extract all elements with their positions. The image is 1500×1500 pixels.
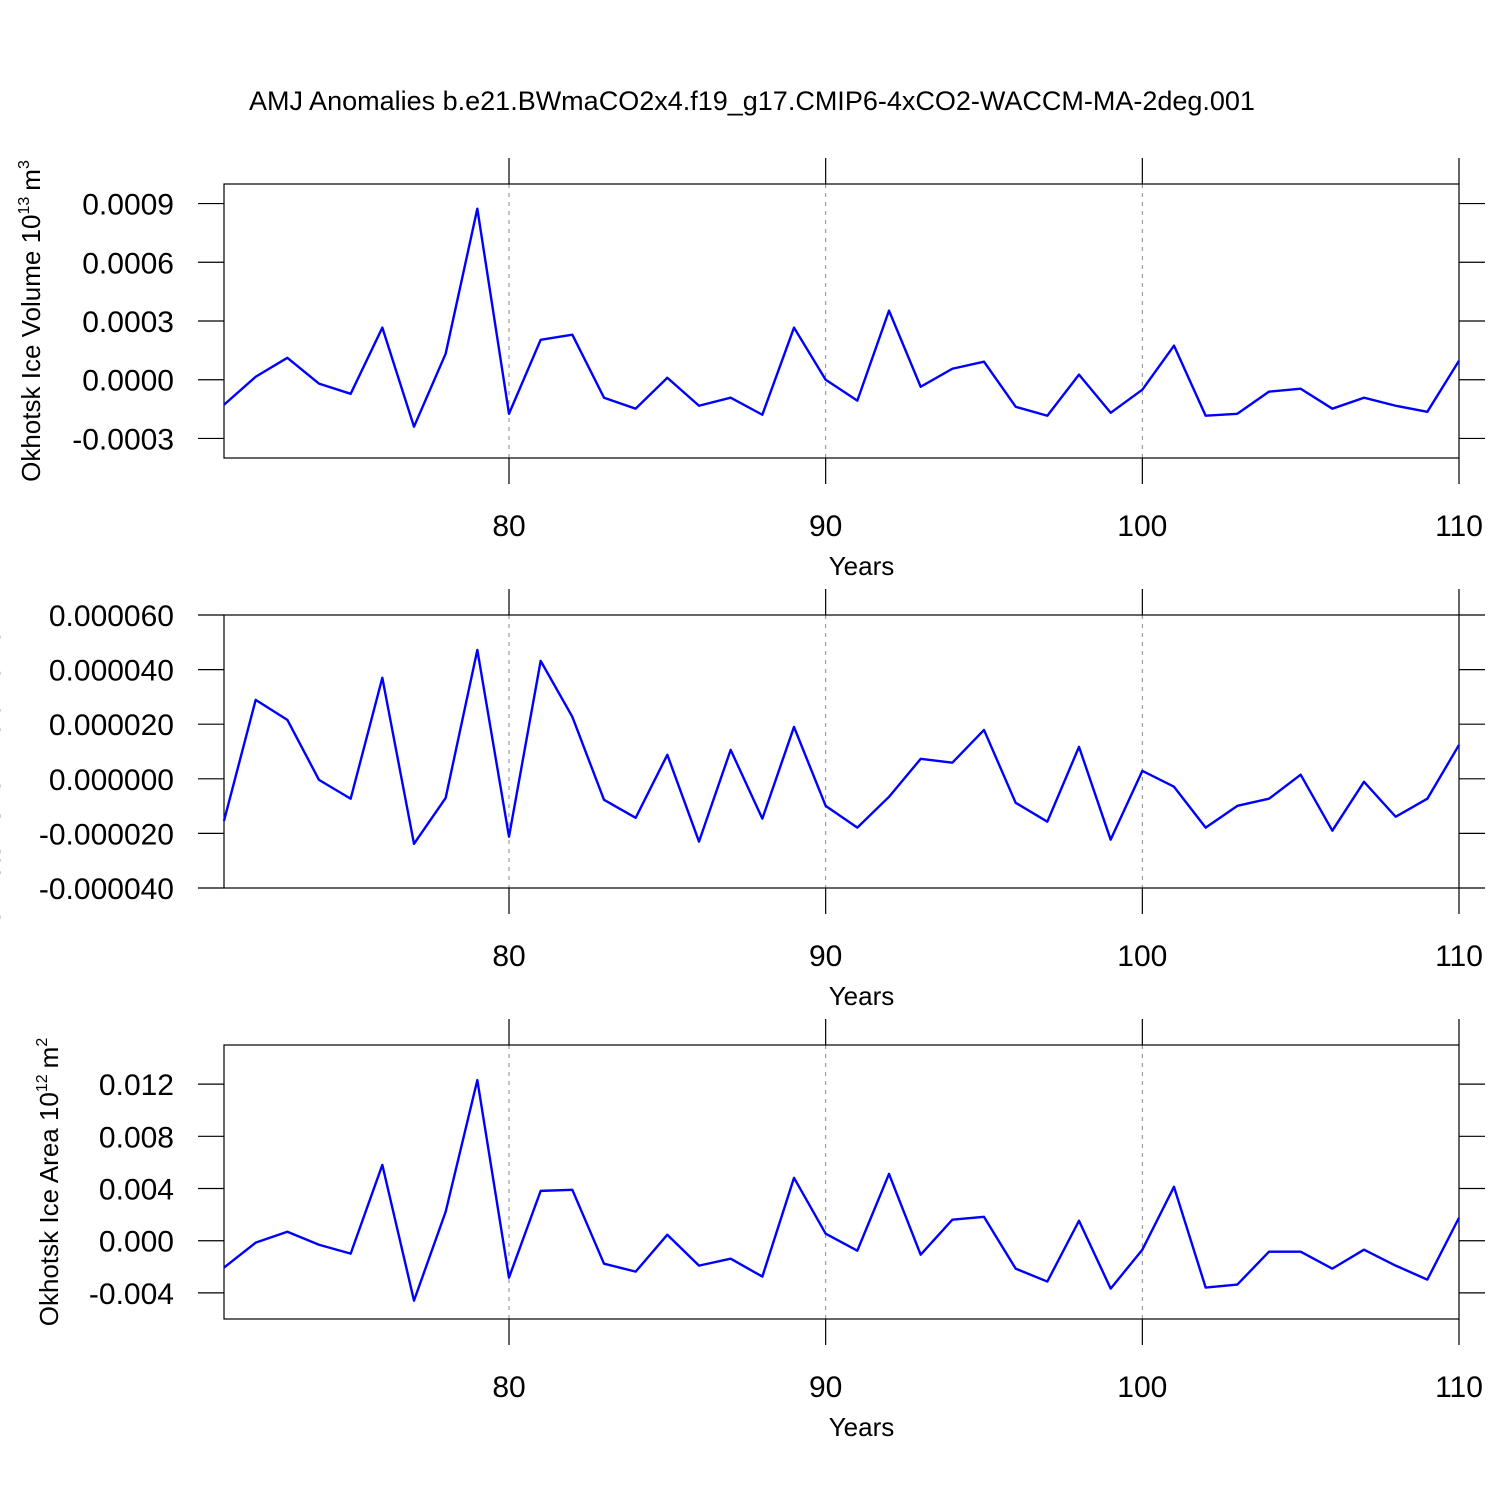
y-tick-label: 0.000020 <box>49 709 174 742</box>
y-tick-label: 0.0009 <box>82 189 174 222</box>
y-axis-label-text: Okhotsk Snow Volume 10 <box>0 630 6 928</box>
data-line <box>222 648 1461 845</box>
y-tick-label: 0.004 <box>99 1174 174 1207</box>
y-axis-label-exponent: 12 <box>34 1074 51 1092</box>
data-line <box>223 1078 1461 1302</box>
y-tick-label: 0.012 <box>99 1069 174 1102</box>
x-tick-label: 90 <box>809 940 842 973</box>
y-tick-label: -0.0003 <box>72 423 174 456</box>
y-axis-label-unit-exponent: 3 <box>16 160 33 169</box>
plot-frame <box>223 614 1460 889</box>
x-axis-label: Years <box>829 981 895 1011</box>
x-tick-label: 100 <box>1117 1371 1167 1404</box>
y-axis-label: Okhotsk Ice Volume 1013 m3 <box>16 160 46 482</box>
y-tick-label: 0.008 <box>99 1121 174 1154</box>
x-axis-label: Years <box>829 551 895 581</box>
y-axis-label-exponent: 13 <box>16 197 33 215</box>
x-tick-label: 100 <box>1117 940 1167 973</box>
x-tick-label: 80 <box>492 1371 525 1404</box>
plot-frame <box>223 1044 1460 1320</box>
x-tick-label: 110 <box>1435 1371 1483 1404</box>
y-tick-label: 0.000060 <box>49 600 174 633</box>
y-tick-label: 0.0003 <box>82 306 174 339</box>
y-axis-label-unit: m <box>34 1047 64 1069</box>
y-tick-label: 0.000000 <box>49 764 174 797</box>
x-tick-label: 80 <box>492 510 525 543</box>
x-tick-label: 110 <box>1435 510 1483 543</box>
y-tick-label: -0.004 <box>89 1278 174 1311</box>
x-tick-label: 90 <box>809 510 842 543</box>
y-axis-label-unit-exponent: 2 <box>34 1038 51 1047</box>
y-axis-label-unit: m <box>0 584 6 606</box>
y-axis-label-text: Okhotsk Ice Area 10 <box>34 1092 64 1326</box>
y-tick-label: 0.0006 <box>82 247 174 280</box>
x-tick-label: 90 <box>809 1371 842 1404</box>
y-axis-label: Okhotsk Snow Volume 1013m3 <box>0 575 6 927</box>
plot-frame <box>223 183 1460 459</box>
x-axis-label: Years <box>829 1412 895 1442</box>
y-tick-label: -0.000020 <box>39 818 174 851</box>
x-tick-label: 110 <box>1435 940 1483 973</box>
y-tick-label: 0.000 <box>99 1226 174 1259</box>
data-line <box>223 207 1461 428</box>
y-axis-label: Okhotsk Ice Area 1012 m2 <box>34 1038 64 1327</box>
y-tick-label: 0.000040 <box>49 655 174 688</box>
y-axis-label-text: Okhotsk Ice Volume 10 <box>16 215 46 482</box>
x-tick-label: 100 <box>1117 510 1167 543</box>
figure-title: AMJ Anomalies b.e21.BWmaCO2x4.f19_g17.CM… <box>249 86 1255 116</box>
x-tick-label: 80 <box>492 940 525 973</box>
y-tick-label: 0.0000 <box>82 365 174 398</box>
y-axis-label-unit: m <box>16 169 46 191</box>
y-tick-label: -0.000040 <box>39 873 174 906</box>
